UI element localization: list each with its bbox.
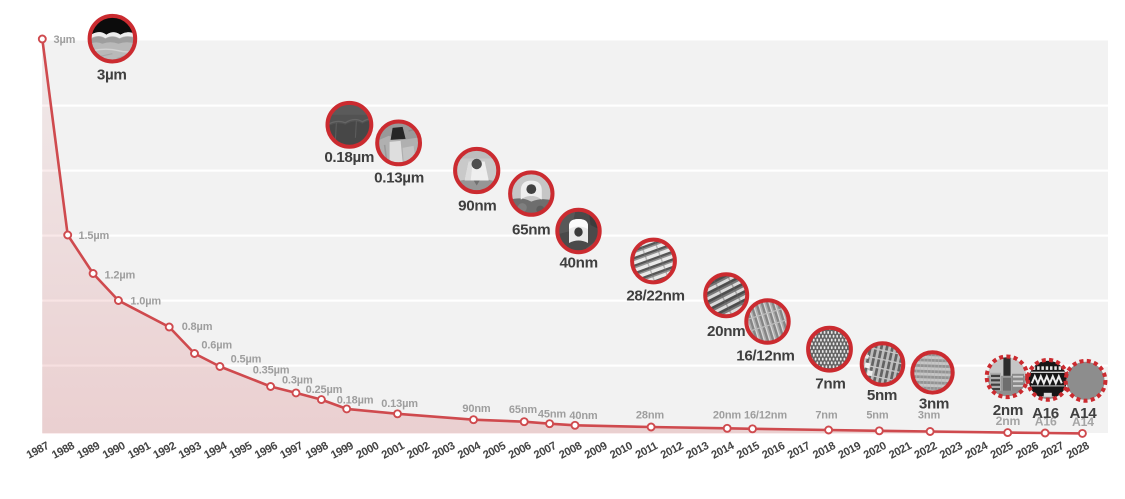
svg-text:20nm: 20nm [707,323,745,340]
svg-text:0.8µm: 0.8µm [182,321,213,333]
svg-text:2nm: 2nm [993,402,1023,419]
svg-text:A16: A16 [1035,415,1057,429]
svg-text:20nm: 20nm [713,410,742,422]
svg-text:0.13µm: 0.13µm [374,169,424,186]
svg-text:2nm: 2nm [996,414,1021,428]
svg-text:3µm: 3µm [97,66,127,83]
svg-text:45nm: 45nm [538,408,567,420]
svg-text:5nm: 5nm [866,410,889,422]
svg-text:3nm: 3nm [919,396,949,413]
svg-text:90nm: 90nm [462,403,491,415]
svg-text:A14: A14 [1072,415,1094,429]
svg-text:1.5µm: 1.5µm [79,230,110,242]
svg-text:3nm: 3nm [918,410,941,422]
svg-text:65nm: 65nm [512,222,550,239]
svg-text:16/12nm: 16/12nm [744,410,787,422]
svg-text:40nm: 40nm [559,254,597,271]
svg-text:5nm: 5nm [867,387,897,404]
svg-text:0.5µm: 0.5µm [231,353,262,365]
svg-text:0.35µm: 0.35µm [253,365,290,377]
svg-text:40nm: 40nm [569,410,598,422]
svg-text:0.18µm: 0.18µm [337,394,374,406]
svg-text:7nm: 7nm [815,376,845,393]
svg-text:90nm: 90nm [458,197,496,214]
svg-text:0.6µm: 0.6µm [201,339,232,351]
svg-text:65nm: 65nm [509,404,538,416]
svg-text:28/22nm: 28/22nm [626,288,684,305]
svg-text:1.0µm: 1.0µm [130,296,161,308]
svg-text:1.2µm: 1.2µm [105,269,136,281]
svg-text:16/12nm: 16/12nm [736,347,794,364]
svg-text:0.25µm: 0.25µm [306,384,343,396]
svg-text:0.13µm: 0.13µm [381,398,418,410]
svg-text:0.18µm: 0.18µm [324,149,374,166]
svg-text:0.3µm: 0.3µm [282,374,313,386]
svg-text:3µm: 3µm [54,34,76,46]
svg-text:28nm: 28nm [636,409,665,421]
svg-text:A14: A14 [1069,405,1097,422]
svg-text:7nm: 7nm [815,410,838,422]
svg-text:A16: A16 [1032,405,1059,422]
